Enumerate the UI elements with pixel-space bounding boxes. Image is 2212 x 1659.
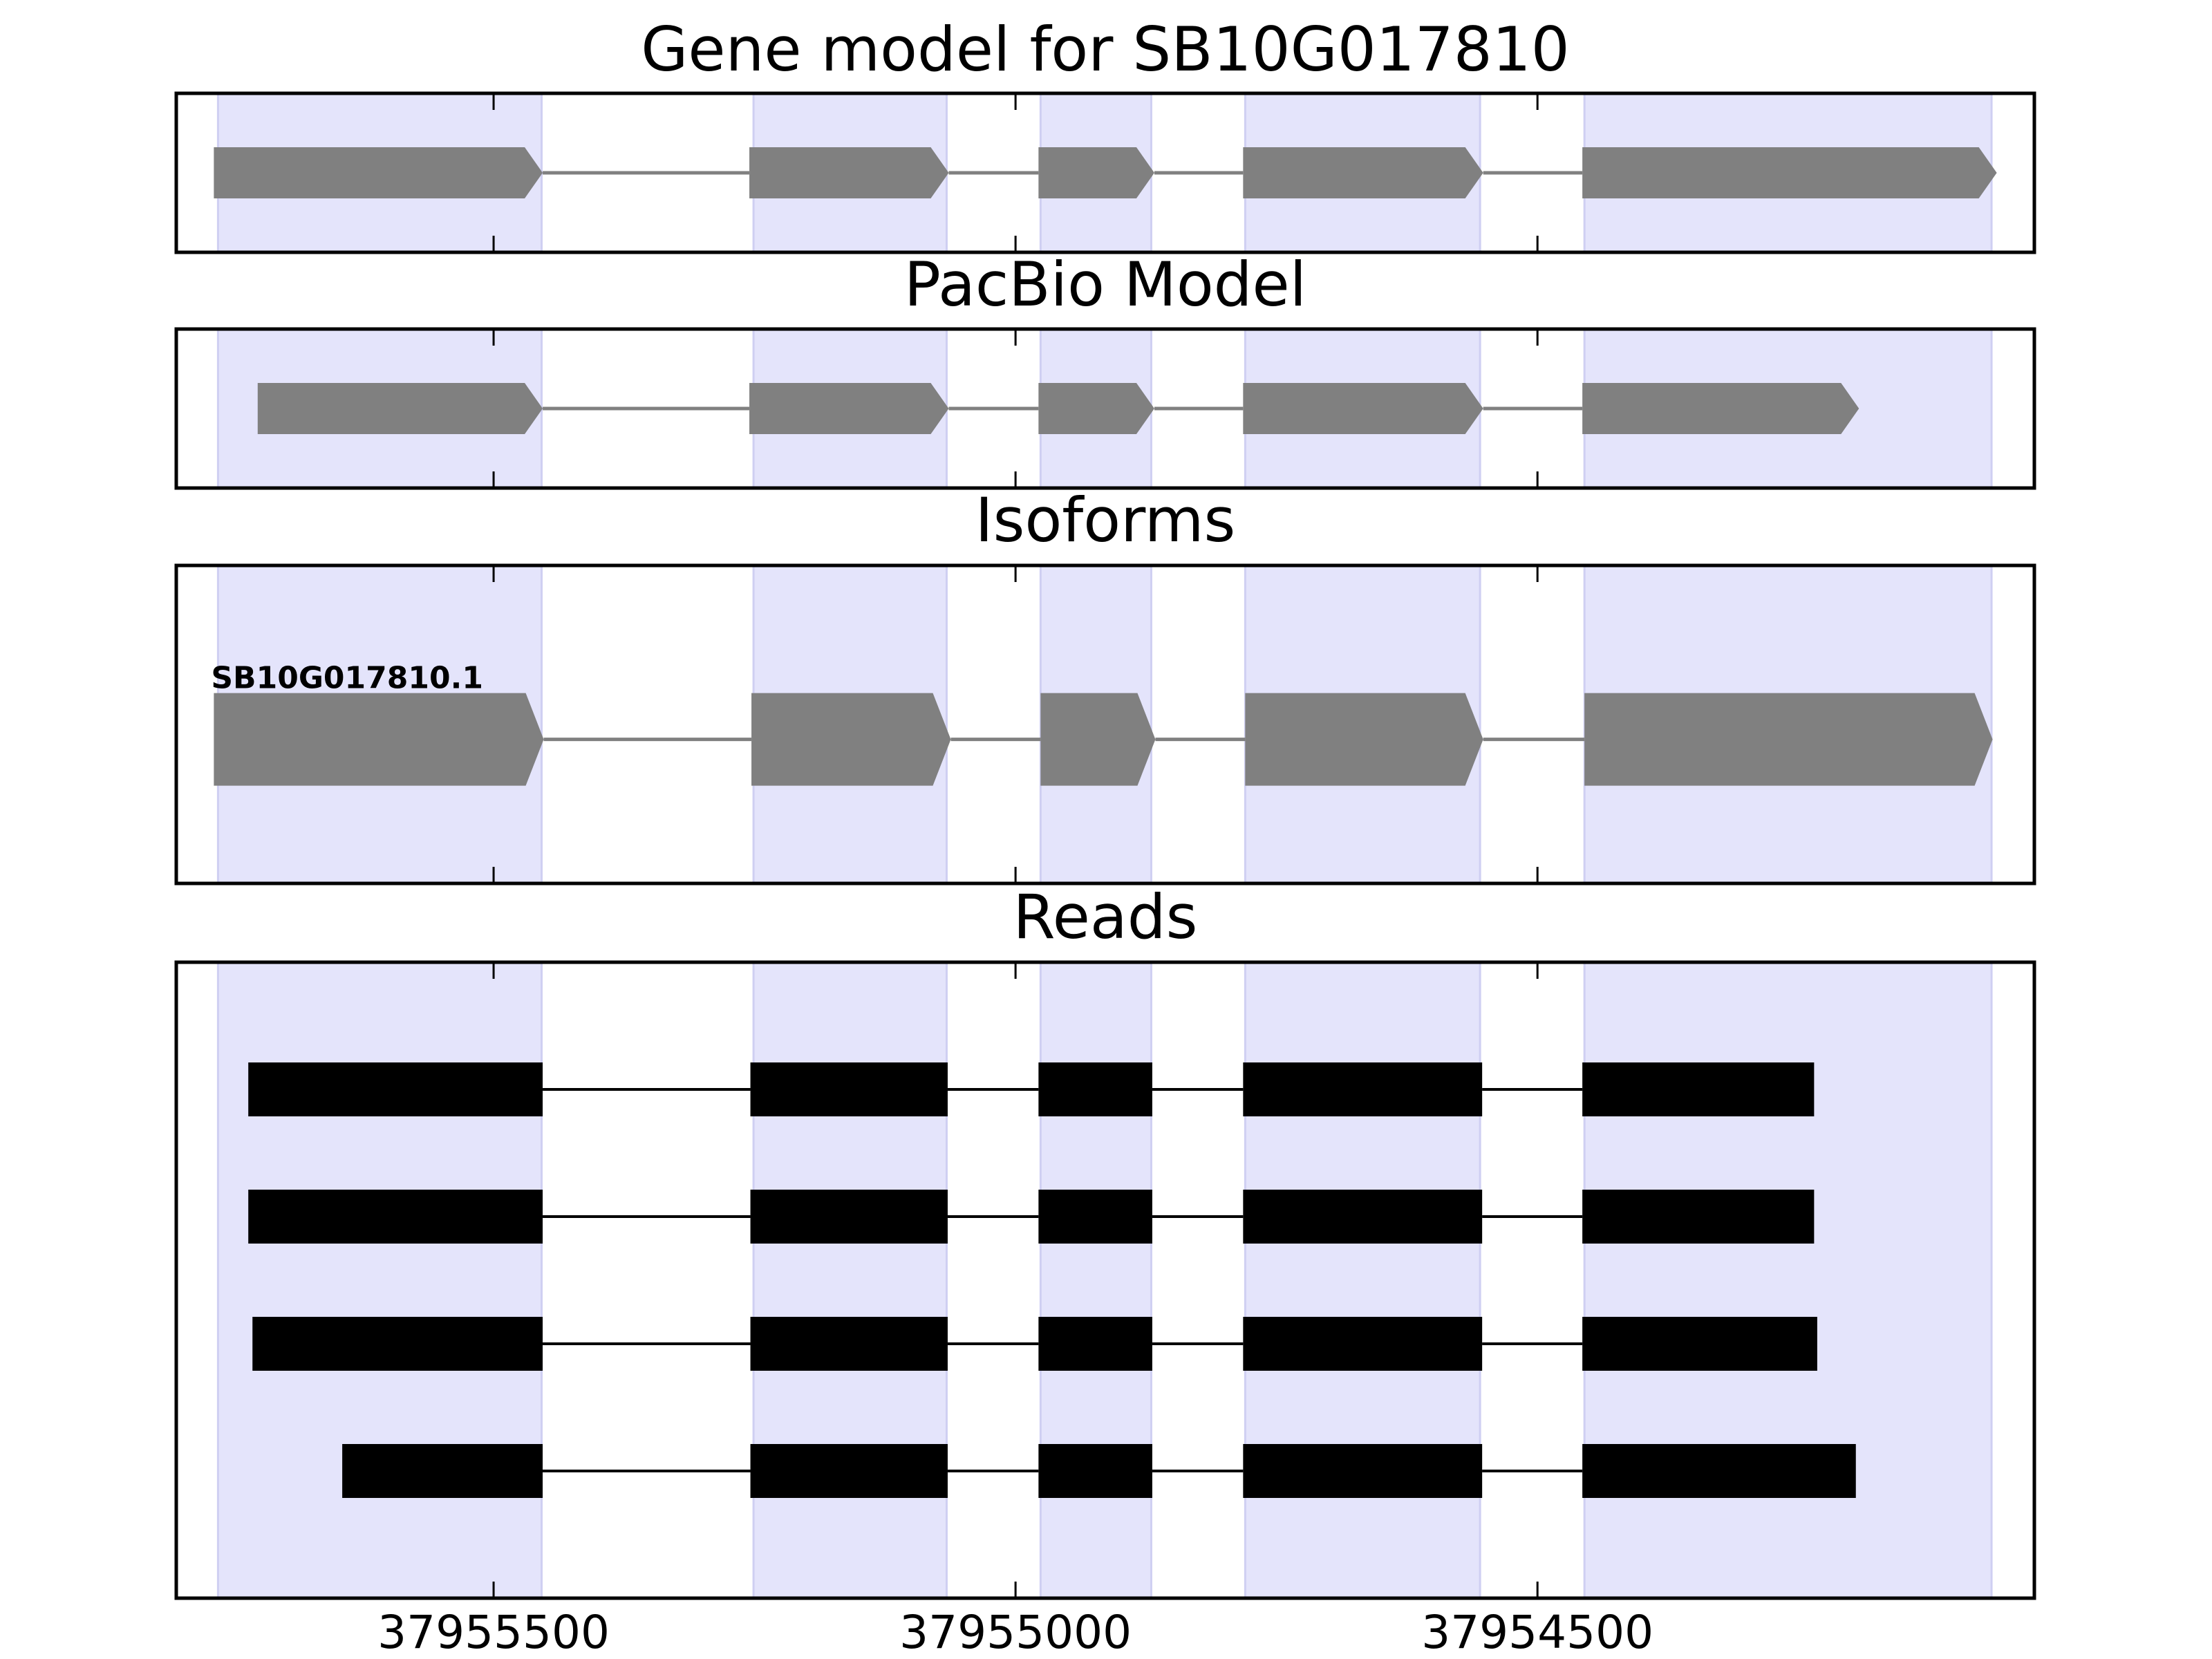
- highlight-region: [1039, 961, 1152, 1600]
- exon: [1038, 147, 1154, 198]
- exon: [1582, 1444, 1856, 1498]
- exon: [1243, 147, 1483, 198]
- exon: [248, 1062, 543, 1116]
- exon: [1245, 693, 1483, 786]
- exon: [1582, 1062, 1815, 1116]
- exon: [1582, 147, 1997, 198]
- x-tick-label: 37955500: [377, 1606, 610, 1659]
- exon: [749, 383, 949, 434]
- exon: [1243, 1062, 1483, 1116]
- panel-title: Reads: [1013, 881, 1198, 953]
- x-tick-label: 37955000: [899, 1606, 1132, 1659]
- exon: [1040, 693, 1156, 786]
- exon: [1582, 383, 1859, 434]
- exon: [1038, 1444, 1152, 1498]
- exon: [1038, 1062, 1152, 1116]
- highlight-region: [216, 961, 543, 1600]
- exon: [342, 1444, 543, 1498]
- highlight-region: [1583, 961, 1993, 1600]
- panel-frame: [174, 563, 2036, 885]
- exon: [1243, 1317, 1483, 1371]
- exon: [1038, 1317, 1152, 1371]
- x-tick-label: 37954500: [1421, 1606, 1653, 1659]
- exon: [750, 1062, 948, 1116]
- exon: [1243, 1444, 1483, 1498]
- exon: [750, 1317, 948, 1371]
- panel-title: Gene model for SB10G017810: [641, 14, 1570, 85]
- exon: [1243, 383, 1483, 434]
- exon: [1038, 1190, 1152, 1244]
- exon: [1584, 693, 1993, 786]
- highlight-region: [1244, 961, 1481, 1600]
- isoform-label: SB10G017810.1: [211, 661, 483, 696]
- panel-title: PacBio Model: [904, 249, 1306, 320]
- panel-frame: [174, 91, 2036, 254]
- exon: [750, 1444, 948, 1498]
- panel-title: Isoforms: [975, 485, 1236, 556]
- panel-frame: [174, 960, 2036, 1600]
- highlight-region: [752, 961, 948, 1600]
- panel-frame: [174, 327, 2036, 490]
- exon: [248, 1190, 543, 1244]
- exon: [1582, 1190, 1815, 1244]
- exon: [214, 693, 544, 786]
- exon: [252, 1317, 543, 1371]
- exon: [257, 383, 543, 434]
- exon: [749, 147, 949, 198]
- exon: [751, 693, 951, 786]
- exon: [1038, 383, 1154, 434]
- exon: [1582, 1317, 1817, 1371]
- exon: [214, 147, 543, 198]
- exon: [1243, 1190, 1483, 1244]
- exon: [750, 1190, 948, 1244]
